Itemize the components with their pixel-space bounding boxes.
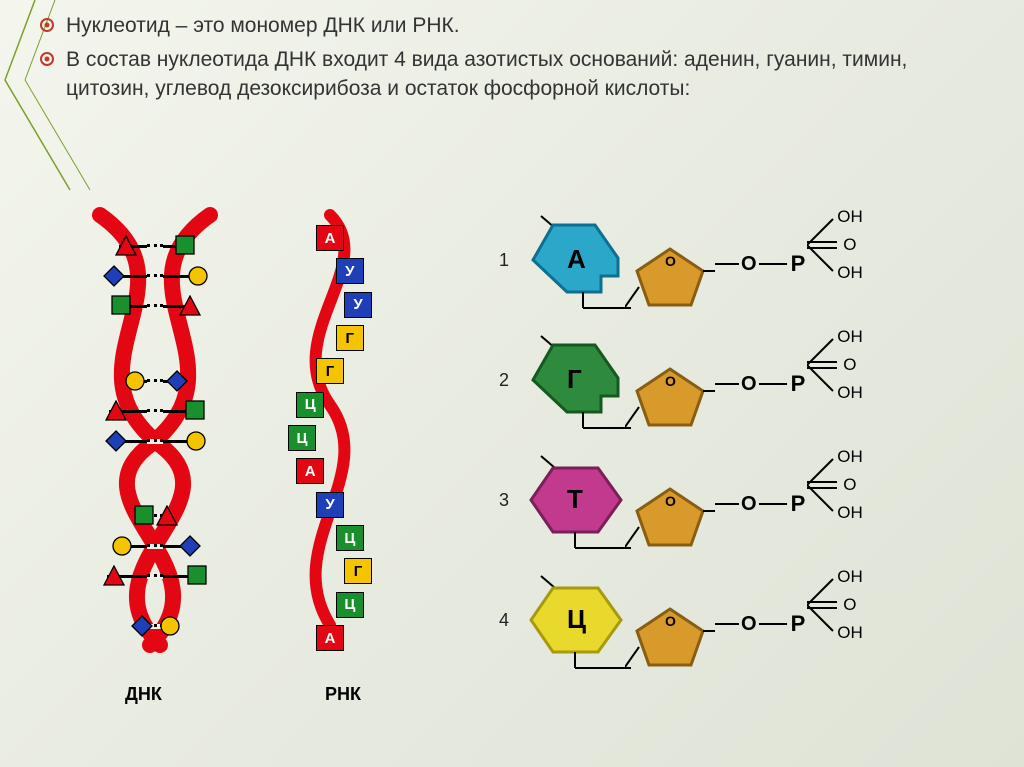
base-shape	[179, 535, 201, 562]
sugar-o-label: O	[665, 613, 676, 629]
phosphate-tail-label: OH	[837, 503, 863, 523]
rna-cell: Г	[316, 358, 344, 384]
base-shape	[111, 535, 133, 562]
base-shape: Г	[523, 330, 633, 430]
base-shape	[124, 370, 146, 397]
rna-cell: Г	[344, 558, 372, 584]
base-shape: А	[523, 210, 633, 310]
rna-cell: Ц	[296, 392, 324, 418]
phosphate-link: O P	[715, 251, 809, 277]
rna-cell: А	[316, 625, 344, 651]
rna-cell: У	[344, 292, 372, 318]
base-shape	[156, 505, 178, 532]
rna-label: РНК	[325, 684, 361, 705]
base-letter: Т	[567, 484, 583, 515]
phosphate-tail-label: O	[843, 595, 856, 615]
rna-cell: Ц	[288, 425, 316, 451]
bullet-list: Нуклеотид – это мономер ДНК или РНК. В с…	[40, 12, 994, 109]
base-letter: Ц	[567, 604, 586, 635]
dna-rungs	[80, 205, 240, 645]
sugar-shape: O	[625, 589, 715, 669]
rna-cell: А	[296, 458, 324, 484]
base-shape	[179, 295, 201, 322]
base-shape: Т	[523, 450, 633, 550]
diagram-area: АУУГГЦЦАУЦГЦА ДНК РНК 1 А O O P OHOOH2	[0, 180, 1004, 767]
base-shape	[134, 505, 154, 530]
phosphate-tail-label: O	[843, 235, 856, 255]
phosphate-tail-label: O	[843, 355, 856, 375]
phosphate-link: O P	[715, 371, 809, 397]
rna-cells: АУУГГЦЦАУЦГЦА	[290, 215, 370, 645]
base-shape	[131, 615, 153, 642]
phosphate-tails: OH O OH	[807, 565, 907, 645]
dna-label: ДНК	[125, 684, 162, 705]
nucleotide-row: 4 Ц O O P OH O OH	[485, 560, 1005, 680]
nucleotide-number: 2	[485, 370, 509, 391]
phosphate-tail-label: O	[843, 475, 856, 495]
base-shape	[175, 235, 195, 260]
bullet-text: В состав нуклеотида ДНК входит 4 вида аз…	[66, 46, 994, 103]
sugar-o-label: O	[665, 253, 676, 269]
nucleotide-number: 4	[485, 610, 509, 631]
base-shape	[159, 615, 181, 642]
base-shape	[187, 565, 207, 590]
dna-rna-illustration: АУУГГЦЦАУЦГЦА ДНК РНК	[50, 205, 420, 705]
base-shape	[105, 430, 127, 457]
phosphate-link: O P	[715, 491, 809, 517]
base-shape	[187, 265, 209, 292]
rna-cell: Г	[336, 325, 364, 351]
base-shape	[111, 295, 131, 320]
nucleotide-row: 2 Г O O P OH O OH	[485, 320, 1005, 440]
base-letter: А	[567, 244, 586, 275]
sugar-o-label: O	[665, 493, 676, 509]
phosphate-tail-label: OH	[837, 567, 863, 587]
base-shape	[115, 235, 137, 262]
nucleotide-row: 1 А O O P OH O OH	[485, 200, 1005, 320]
bullet-text: Нуклеотид – это мономер ДНК или РНК.	[66, 12, 460, 40]
rna-cell: У	[316, 492, 344, 518]
base-shape	[105, 400, 127, 427]
sugar-o-label: O	[665, 373, 676, 389]
base-shape	[103, 265, 125, 292]
sugar-shape: O	[625, 229, 715, 309]
base-shape	[166, 370, 188, 397]
base-shape	[103, 565, 125, 592]
phosphate-tails: OH O OH	[807, 205, 907, 285]
nucleotide-row: 3 Т O O P OH O OH	[485, 440, 1005, 560]
phosphate-tail-label: OH	[837, 447, 863, 467]
bullet-icon	[40, 18, 54, 32]
sugar-shape: O	[625, 469, 715, 549]
rna-cell: А	[316, 225, 344, 251]
nucleotide-column: 1 А O O P OH O OH 2 Г	[485, 200, 1005, 680]
phosphate-tail-label: OH	[837, 263, 863, 283]
base-letter: Г	[567, 364, 582, 395]
base-shape	[185, 430, 207, 457]
rna-cell: Ц	[336, 592, 364, 618]
phosphate-tails: OH O OH	[807, 325, 907, 405]
phosphate-tail-label: OH	[837, 383, 863, 403]
phosphate-tail-label: OH	[837, 207, 863, 227]
phosphate-tails: OH O OH	[807, 445, 907, 525]
bullet-item: Нуклеотид – это мономер ДНК или РНК.	[40, 12, 994, 40]
nucleotide-number: 3	[485, 490, 509, 511]
base-shape: Ц	[523, 570, 633, 670]
rna-cell: Ц	[336, 525, 364, 551]
nucleotide-number: 1	[485, 250, 509, 271]
rna-cell: У	[336, 258, 364, 284]
bullet-item: В состав нуклеотида ДНК входит 4 вида аз…	[40, 46, 994, 103]
base-shape	[185, 400, 205, 425]
sugar-shape: O	[625, 349, 715, 429]
bullet-icon	[40, 52, 54, 66]
phosphate-tail-label: OH	[837, 623, 863, 643]
phosphate-tail-label: OH	[837, 327, 863, 347]
phosphate-link: O P	[715, 611, 809, 637]
